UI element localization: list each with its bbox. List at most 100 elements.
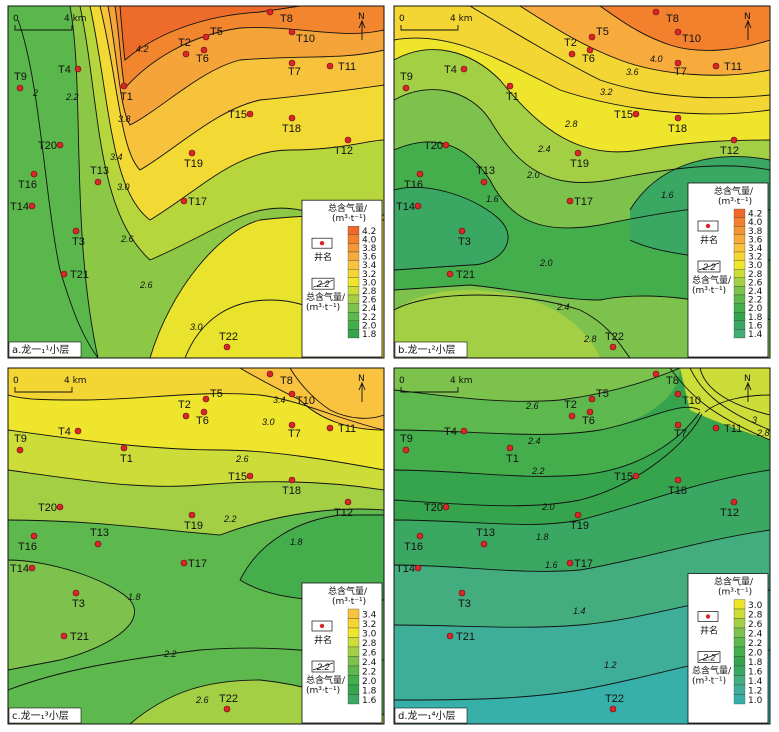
- legend-swatch: [347, 329, 360, 339]
- legend-well-label: 井名: [700, 625, 718, 637]
- well-label: T6: [196, 415, 209, 427]
- scale-distance: 4 km: [450, 376, 473, 386]
- legend-value: 3.4: [362, 611, 377, 621]
- legend-swatch: [733, 608, 746, 619]
- scale-zero: 0: [13, 14, 19, 24]
- well-label: T16: [404, 541, 423, 553]
- well-label: T21: [456, 269, 475, 281]
- legend-value: 4.0: [748, 218, 763, 228]
- well-t15: T15: [614, 109, 640, 121]
- legend-value: 3.0: [748, 601, 763, 611]
- panel-d-frame: [393, 367, 771, 725]
- well-label: T9: [400, 71, 413, 83]
- well-t11: T11: [712, 423, 742, 435]
- contour-label: 2: [32, 88, 38, 98]
- well-t1: T1: [120, 82, 133, 103]
- well-t10: T10: [674, 390, 701, 407]
- legend-swatch: [347, 618, 360, 629]
- contour-label: 1.8: [536, 532, 549, 542]
- well-marker: [182, 50, 190, 58]
- legend-isoline-unit: (m³·t⁻¹): [306, 686, 340, 696]
- well-marker: [480, 540, 488, 548]
- scale-bar-line: [14, 387, 73, 393]
- well-t12: T12: [720, 498, 739, 519]
- legend-value: 3.2: [748, 253, 762, 263]
- well-label: T22: [605, 693, 624, 705]
- contour-label: 2.0: [539, 258, 553, 268]
- panel-a-frame: [7, 5, 385, 359]
- panel-c-fill: [8, 368, 384, 724]
- well-label: T3: [458, 598, 471, 610]
- well-label: T17: [188, 558, 207, 570]
- legend-value: 3.0: [362, 278, 377, 288]
- well-label: T2: [178, 399, 191, 411]
- well-marker: [288, 390, 296, 398]
- well-label: T20: [38, 140, 57, 152]
- legend-value: 3.6: [748, 235, 763, 245]
- contour-label: 2.2: [531, 466, 545, 476]
- panel-c-wells: T1 T2 T3 T4 T5 T6 T7 T8 T9 T10 T11 T12 T13 T14 T15 T16 T…: [10, 370, 356, 713]
- well-t3: T3: [72, 227, 85, 248]
- well-t19: T19: [184, 149, 203, 170]
- well-label: T16: [18, 179, 37, 191]
- contour-label: 2.6: [139, 280, 153, 290]
- well-marker: [246, 472, 254, 480]
- well-marker: [180, 559, 188, 567]
- contour-label: 2.2: [163, 649, 177, 659]
- legend-swatch: [347, 312, 360, 321]
- contour-label: 3.4: [110, 152, 123, 162]
- legend-value: 3.0: [362, 630, 377, 640]
- well-label: T3: [72, 598, 85, 610]
- well-t10: T10: [288, 390, 315, 407]
- legend-value: 2.6: [362, 296, 377, 306]
- legend: 总含气量/(m³·t⁻¹)4.24.03.83.63.43.23.02.82.6…: [687, 182, 769, 358]
- legend-swatch: [733, 243, 746, 253]
- well-marker: [566, 197, 574, 205]
- scale-bar-line: [400, 387, 459, 393]
- north-arrow-icon: N: [744, 374, 752, 402]
- well-marker: [652, 370, 660, 378]
- panel-caption: d.龙一₁⁴小层: [394, 707, 468, 724]
- scale-distance: 4 km: [450, 14, 473, 24]
- well-label: T20: [424, 502, 443, 514]
- north-arrow-shape: [358, 19, 366, 40]
- well-label: T21: [456, 631, 475, 643]
- contour-label: 1.8: [128, 592, 141, 602]
- well-label: T11: [724, 61, 742, 73]
- caption-text: b.龙一₁²小层: [398, 343, 456, 356]
- legend-swatch: [347, 320, 360, 330]
- legend-value: 4.0: [362, 235, 377, 245]
- legend-swatch: [733, 637, 746, 648]
- well-marker: [266, 370, 274, 378]
- scale-distance: 4 km: [64, 376, 87, 386]
- well-marker: [60, 270, 68, 278]
- contour-label: 2.2: [223, 514, 237, 524]
- well-label: T20: [38, 502, 57, 514]
- scale-zero: 0: [13, 376, 19, 386]
- well-label: T17: [574, 558, 593, 570]
- legend-swatch: [733, 251, 746, 261]
- legend-value: 2.6: [362, 649, 377, 659]
- well-marker: [200, 46, 208, 54]
- well-label: T14: [396, 563, 415, 575]
- north-label: N: [358, 12, 365, 22]
- legend-isoline-title: 总含气量/: [306, 674, 346, 686]
- well-t19: T19: [184, 511, 203, 532]
- well-label: T7: [674, 428, 687, 440]
- well-t15: T15: [228, 109, 254, 121]
- well-marker: [566, 559, 574, 567]
- legend-value: 1.8: [362, 687, 377, 697]
- scale-zero: 0: [399, 376, 405, 386]
- well-t13: T13: [476, 165, 495, 186]
- contour-label: 1.6: [661, 190, 674, 200]
- well-label: T11: [338, 423, 356, 435]
- well-marker: [326, 62, 334, 70]
- legend-swatch: [347, 675, 360, 686]
- legend: 总含气量/(m³·t⁻¹)3.43.23.02.82.62.42.22.01.8…: [301, 582, 383, 724]
- well-t5: T5: [202, 388, 223, 403]
- well-marker: [16, 84, 24, 92]
- legend-isoline-unit: (m³·t⁻¹): [692, 677, 726, 687]
- well-label: T17: [188, 196, 207, 208]
- panel-b-frame: [393, 5, 771, 359]
- well-marker: [416, 532, 424, 540]
